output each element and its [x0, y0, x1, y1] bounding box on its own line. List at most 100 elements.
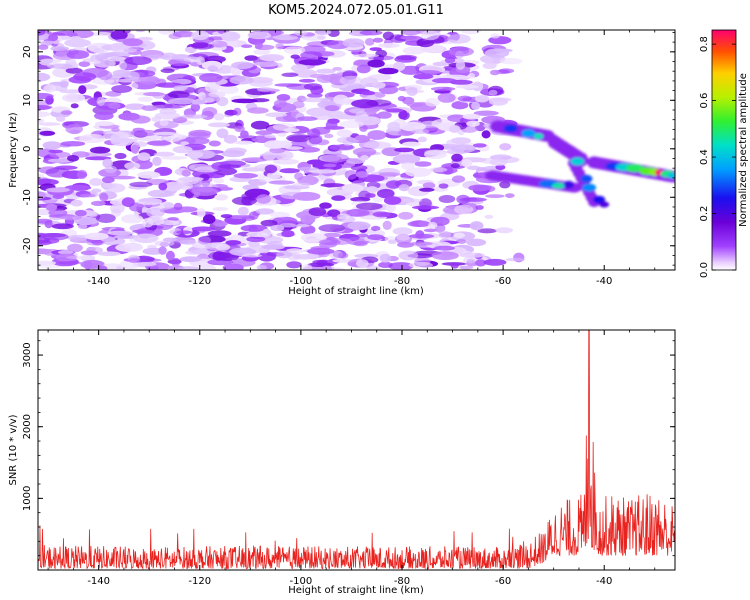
heatmap-noise-blob	[225, 147, 247, 154]
heatmap-noise-blob	[369, 47, 382, 51]
heatmap-noise-blob	[160, 156, 188, 160]
heatmap-noise-blob	[400, 198, 422, 203]
heatmap-noise-blob	[468, 184, 492, 192]
heatmap-noise-blob	[306, 93, 323, 98]
heatmap-noise-blob	[482, 62, 497, 69]
heatmap-noise-blob	[158, 246, 167, 255]
heatmap-noise-blob	[431, 251, 459, 261]
heatmap-noise-blob	[387, 239, 397, 244]
heatmap-noise-blob	[268, 180, 295, 185]
heatmap-noise-blob	[191, 42, 215, 50]
heatmap-noise-blob	[283, 128, 300, 133]
heatmap-noise-blob	[331, 195, 346, 201]
x-tick-label: -120	[188, 276, 211, 287]
heatmap-noise-blob	[399, 121, 426, 132]
heatmap-noise-blob	[505, 193, 515, 199]
colorbar: 0.0 0.2 0.4 0.6 0.8 Normalized spectral ampl…	[699, 29, 749, 278]
heatmap-noise-blob	[361, 90, 375, 96]
heatmap-noise-blob	[425, 97, 440, 107]
heatmap-noise-blob	[388, 262, 414, 270]
heatmap-noise-blob	[392, 154, 421, 164]
heatmap-noise-blob	[323, 232, 341, 238]
heatmap-noise-blob	[65, 124, 83, 134]
x-tick-label: -80	[394, 576, 410, 587]
heatmap-noise-blob	[208, 122, 230, 128]
heatmap-noise-blob	[137, 152, 151, 161]
heatmap-noise-blob	[130, 115, 151, 124]
heatmap-noise-blob	[371, 81, 386, 89]
heatmap-noise-blob	[300, 233, 327, 243]
heatmap-noise-blob	[308, 207, 327, 217]
heatmap-noise-blob	[232, 196, 257, 206]
heatmap-noise-blob	[94, 111, 114, 121]
heatmap-noise-blob	[296, 116, 318, 121]
heatmap-noise-blob	[469, 221, 484, 231]
heatmap-noise-blob	[158, 182, 168, 191]
heatmap-noise-blob	[395, 54, 418, 61]
heatmap-noise-blob	[86, 211, 98, 217]
heatmap-noise-blob	[92, 48, 105, 54]
heatmap-noise-blob	[197, 235, 211, 245]
colorbar-tick-label: 0.2	[699, 206, 710, 222]
heatmap-noise-blob	[222, 263, 244, 270]
heatmap-frame	[37, 29, 676, 271]
heatmap-noise-blob	[429, 167, 448, 172]
heatmap-noise-blob	[107, 230, 134, 236]
heatmap-noise-blob	[308, 135, 323, 145]
heatmap-noise-blob	[165, 250, 175, 261]
x-tick-label: -40	[596, 576, 612, 587]
heatmap-noise-blob	[444, 56, 456, 64]
colorbar-tick-label: 0.6	[699, 93, 710, 109]
heatmap-noise-blob	[490, 69, 500, 76]
heatmap-noise-blob	[214, 194, 229, 201]
heatmap-noise-blob	[185, 250, 201, 255]
heatmap-noise-blob	[318, 239, 341, 246]
heatmap-xlabel: Height of straight line (km)	[288, 286, 424, 297]
heatmap-noise-blob	[202, 107, 218, 117]
heatmap-noise-blob	[451, 175, 466, 183]
heatmap-noise-blob	[48, 149, 63, 154]
heatmap-noise-blob	[450, 163, 460, 169]
heatmap-noise-blob	[124, 56, 152, 66]
heatmap-noise-blob	[424, 150, 447, 159]
heatmap-noise-blob	[495, 227, 514, 234]
heatmap-noise-blob	[422, 182, 436, 189]
heatmap-noise-blob	[346, 208, 370, 217]
x-tick-label: -80	[394, 276, 410, 287]
heatmap-noise-blob	[64, 38, 91, 48]
heatmap-noise-blob	[256, 264, 267, 270]
heatmap-noise-blob	[180, 114, 208, 119]
y-tick-label: 0	[22, 146, 33, 152]
heatmap-noise-blob	[333, 94, 349, 105]
x-tick-label: -100	[290, 276, 313, 287]
heatmap-noise-blob	[459, 265, 474, 270]
heatmap-noise-blob	[171, 257, 181, 267]
heatmap-noise-blob	[438, 195, 456, 203]
heatmap-noise-blob	[67, 243, 83, 253]
heatmap-noise-blob	[489, 154, 512, 161]
heatmap-noise-blob	[229, 75, 254, 85]
heatmap-noise-blob	[223, 134, 238, 144]
heatmap-noise-blob	[177, 266, 201, 270]
heatmap-noise-blob	[147, 215, 165, 226]
heatmap-noise-blob	[94, 121, 114, 127]
heatmap-noise-blob	[480, 54, 506, 64]
heatmap-noise-blob	[372, 37, 384, 43]
heatmap-noise-blob	[336, 129, 353, 138]
heatmap-noise-blob	[179, 256, 202, 263]
heatmap-noise-blob	[137, 171, 161, 179]
heatmap-noise-blob	[101, 176, 115, 184]
heatmap-noise-blob	[370, 225, 381, 232]
heatmap-noise-blob	[377, 188, 395, 199]
heatmap-noise-blob	[160, 220, 180, 226]
y-tick-label: 2000	[22, 414, 33, 439]
heatmap-noise-blob	[483, 258, 507, 266]
heatmap-noise-blob	[163, 237, 177, 243]
heatmap-noise-blob	[382, 220, 392, 230]
heatmap-noise-blob	[356, 64, 371, 74]
heatmap-noise-blob	[475, 205, 484, 210]
heatmap-noise-blob	[262, 151, 276, 161]
x-tick-label: -100	[290, 576, 313, 587]
heatmap-noise-blob	[419, 187, 435, 192]
